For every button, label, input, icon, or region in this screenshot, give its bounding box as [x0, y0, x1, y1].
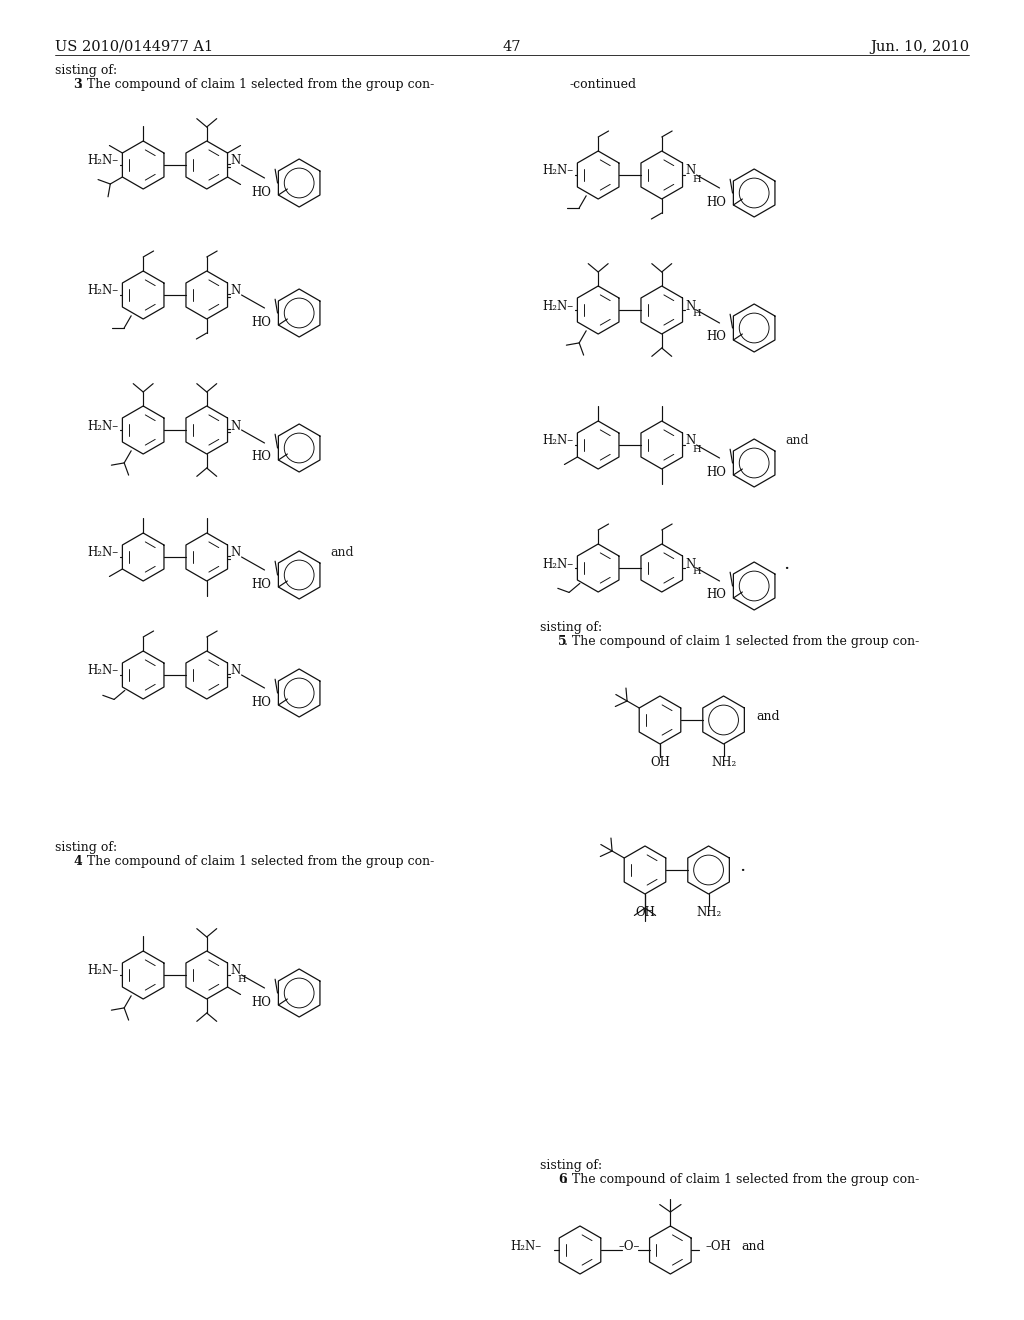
- Text: . The compound of claim 1 selected from the group con-: . The compound of claim 1 selected from …: [564, 635, 920, 648]
- Text: HO: HO: [252, 315, 271, 329]
- Text: . The compound of claim 1 selected from the group con-: . The compound of claim 1 selected from …: [79, 855, 434, 869]
- Text: N: N: [230, 965, 241, 978]
- Text: N: N: [230, 154, 241, 168]
- Text: N: N: [685, 557, 695, 570]
- Text: 6: 6: [558, 1173, 566, 1185]
- Text: and: and: [330, 546, 353, 560]
- Text: sisting of:: sisting of:: [55, 63, 117, 77]
- Text: H: H: [692, 309, 701, 318]
- Text: H: H: [692, 174, 701, 183]
- Text: H₂N–: H₂N–: [87, 664, 118, 677]
- Text: 3: 3: [73, 78, 82, 91]
- Text: H₂N–: H₂N–: [542, 165, 573, 177]
- Text: and: and: [757, 710, 780, 722]
- Text: 4: 4: [73, 855, 82, 869]
- Text: sisting of:: sisting of:: [55, 841, 117, 854]
- Text: HO: HO: [707, 466, 726, 479]
- Text: N: N: [230, 420, 241, 433]
- Text: H: H: [692, 568, 701, 577]
- Text: H₂N–: H₂N–: [87, 154, 118, 168]
- Text: and: and: [741, 1239, 765, 1253]
- Text: OH: OH: [650, 755, 670, 768]
- Text: N: N: [230, 546, 241, 560]
- Text: –OH: –OH: [706, 1239, 731, 1253]
- Text: NH₂: NH₂: [696, 906, 721, 919]
- Text: H₂N–: H₂N–: [542, 300, 573, 313]
- Text: HO: HO: [707, 330, 726, 343]
- Text: N: N: [230, 285, 241, 297]
- Text: Jun. 10, 2010: Jun. 10, 2010: [869, 40, 969, 54]
- Text: HO: HO: [252, 186, 271, 198]
- Text: . The compound of claim 1 selected from the group con-: . The compound of claim 1 selected from …: [79, 78, 434, 91]
- Text: NH₂: NH₂: [711, 755, 736, 768]
- Text: -continued: -continued: [570, 78, 637, 91]
- Text: –O–: –O–: [618, 1239, 640, 1253]
- Text: HO: HO: [252, 578, 271, 590]
- Text: HO: HO: [252, 696, 271, 709]
- Text: .: .: [783, 554, 790, 573]
- Text: H₂N–: H₂N–: [87, 420, 118, 433]
- Text: US 2010/0144977 A1: US 2010/0144977 A1: [55, 40, 213, 54]
- Text: H: H: [692, 445, 701, 454]
- Text: H: H: [238, 974, 246, 983]
- Text: H₂N–: H₂N–: [510, 1239, 542, 1253]
- Text: HO: HO: [707, 589, 726, 602]
- Text: H₂N–: H₂N–: [87, 285, 118, 297]
- Text: HO: HO: [252, 450, 271, 463]
- Text: .: .: [739, 857, 745, 875]
- Text: . The compound of claim 1 selected from the group con-: . The compound of claim 1 selected from …: [564, 1173, 920, 1185]
- Text: HO: HO: [707, 195, 726, 209]
- Text: OH: OH: [635, 906, 655, 919]
- Text: N: N: [230, 664, 241, 677]
- Text: 47: 47: [503, 40, 521, 54]
- Text: sisting of:: sisting of:: [540, 1159, 602, 1172]
- Text: sisting of:: sisting of:: [540, 620, 602, 634]
- Text: H₂N–: H₂N–: [542, 434, 573, 447]
- Text: HO: HO: [252, 995, 271, 1008]
- Text: H₂N–: H₂N–: [87, 965, 118, 978]
- Text: H₂N–: H₂N–: [87, 546, 118, 560]
- Text: 5: 5: [558, 635, 566, 648]
- Text: N: N: [685, 300, 695, 313]
- Text: and: and: [785, 434, 809, 447]
- Text: N: N: [685, 434, 695, 447]
- Text: H₂N–: H₂N–: [542, 557, 573, 570]
- Text: N: N: [685, 165, 695, 177]
